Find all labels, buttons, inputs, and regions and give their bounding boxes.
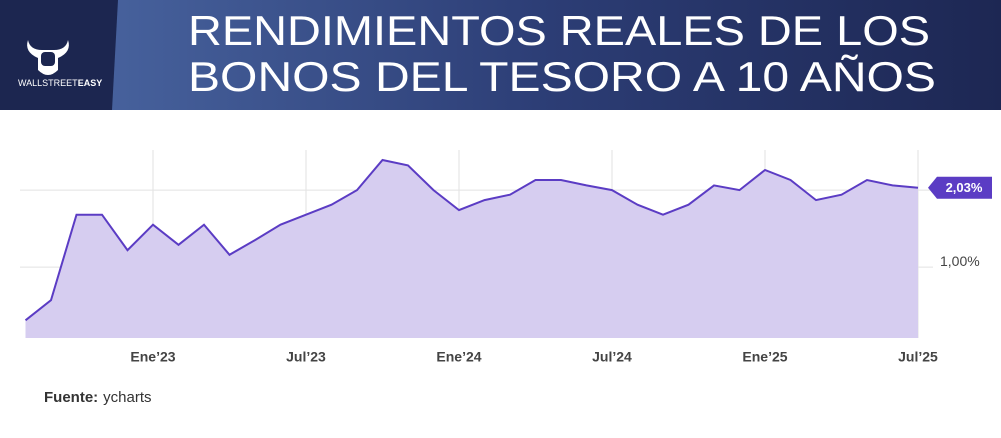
x-tick-label: Ene’23	[130, 349, 175, 365]
plot: 1,00% Ene’23 Jul’23 Ene’24 Jul’24 Ene’25 Jul’2…	[20, 150, 992, 365]
logo-light: WALLSTREET	[18, 78, 78, 88]
line	[24, 158, 919, 322]
y-tick-label: 1,00%	[940, 253, 980, 269]
area	[25, 160, 918, 338]
source-label: Fuente:	[44, 389, 98, 406]
source-name: ycharts	[103, 389, 151, 406]
value-label: 2,03%	[946, 180, 983, 195]
source: Fuente: ycharts	[44, 389, 152, 406]
title-line: RENDIMIENTOS REALES DE LOS	[188, 7, 930, 54]
header-band	[0, 0, 1001, 110]
logo-icon	[27, 40, 69, 75]
x-tick-label: Ene’24	[436, 349, 481, 365]
title-line: BONOS DEL TESORO A 10 AÑOS	[188, 53, 936, 100]
x-tick-label: Ene’25	[742, 349, 787, 365]
logo-text: WALLSTREETEASY	[18, 78, 102, 88]
x-tick-label: Jul’25	[898, 349, 938, 365]
value-tag	[928, 176, 992, 199]
x-tick-label: Jul’24	[592, 349, 632, 365]
logo-bold: EASY	[78, 78, 103, 88]
x-tick-label: Jul’23	[286, 349, 326, 365]
